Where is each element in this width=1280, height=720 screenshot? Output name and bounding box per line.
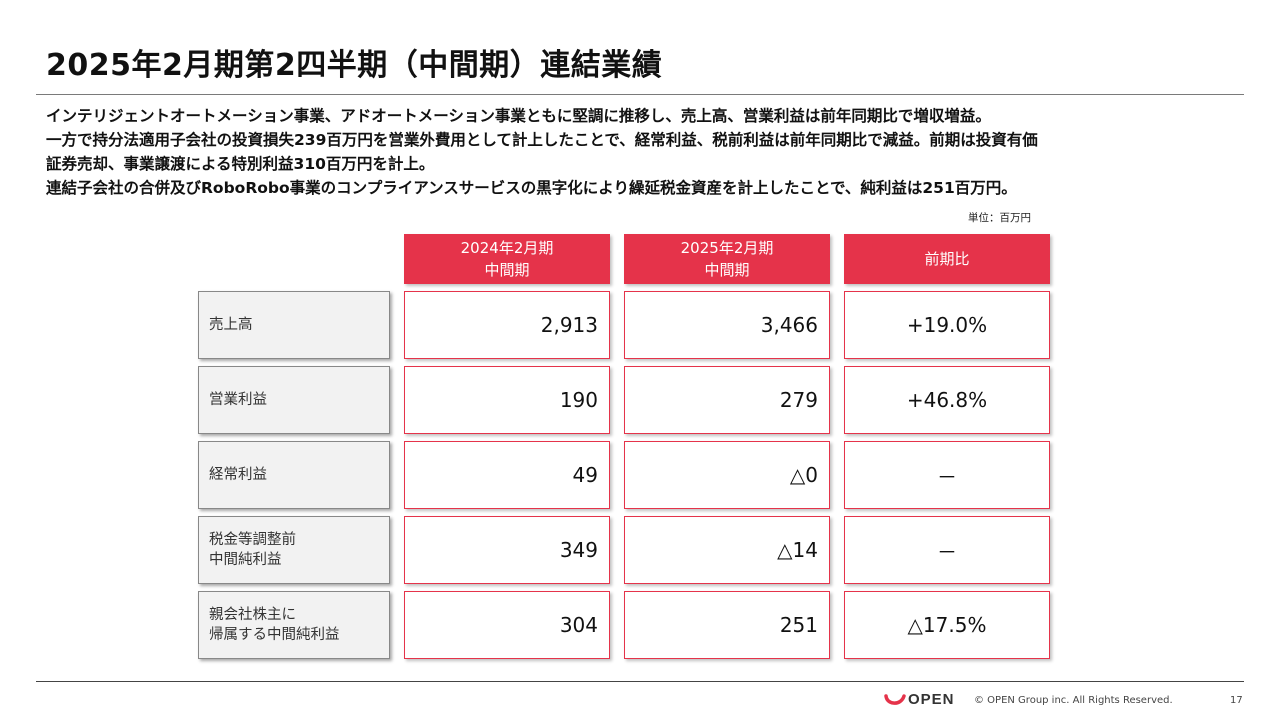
- row-label-text: 営業利益: [209, 392, 267, 408]
- row-label-text: 税金等調整前 中間純利益: [209, 532, 296, 568]
- cell-prev-ordinary-profit: 49: [404, 441, 610, 509]
- cell-prev-operating-profit: 190: [404, 366, 610, 434]
- row-label-net-profit: 親会社株主に 帰属する中間純利益: [198, 591, 390, 659]
- cell-change-pretax-profit: －: [844, 516, 1050, 584]
- cell-prev-pretax-profit: 349: [404, 516, 610, 584]
- cell-prev-sales: 2,913: [404, 291, 610, 359]
- page-title: 2025年2月期第2四半期（中間期）連結業績: [46, 48, 663, 83]
- summary-line: インテリジェントオートメーション事業、アドオートメーション事業ともに堅調に推移し…: [46, 107, 991, 125]
- cell-change-operating-profit: +46.8%: [844, 366, 1050, 434]
- summary-line: 連結子会社の合併及びRoboRobo事業のコンプライアンスサービスの黒字化により…: [46, 179, 1017, 197]
- cell-change-ordinary-profit: －: [844, 441, 1050, 509]
- summary-text: インテリジェントオートメーション事業、アドオートメーション事業ともに堅調に推移し…: [46, 104, 1246, 200]
- row-label-text: 売上高: [209, 317, 253, 333]
- row-label-ordinary-profit: 経常利益: [198, 441, 390, 509]
- title-divider: [36, 94, 1244, 95]
- cell-change-sales: +19.0%: [844, 291, 1050, 359]
- cell-change-net-profit: △17.5%: [844, 591, 1050, 659]
- page-number: 17: [1230, 695, 1243, 706]
- header-prev-period: 2024年2月期 中間期: [404, 234, 610, 284]
- logo-text: OPEN: [908, 691, 955, 708]
- row-label-sales: 売上高: [198, 291, 390, 359]
- cell-curr-pretax-profit: △14: [624, 516, 830, 584]
- company-logo: OPEN: [884, 691, 955, 708]
- summary-line: 一方で持分法適用子会社の投資損失239百万円を営業外費用として計上したことで、経…: [46, 131, 1038, 149]
- unit-note: 単位：百万円: [968, 212, 1031, 224]
- copyright: © OPEN Group inc. All Rights Reserved.: [974, 695, 1173, 706]
- footer-divider: [36, 681, 1244, 682]
- row-label-pretax-profit: 税金等調整前 中間純利益: [198, 516, 390, 584]
- logo-swoosh-icon: [884, 693, 906, 705]
- header-curr-period: 2025年2月期 中間期: [624, 234, 830, 284]
- cell-curr-sales: 3,466: [624, 291, 830, 359]
- summary-line: 証券売却、事業譲渡による特別利益310百万円を計上。: [46, 155, 435, 173]
- cell-curr-ordinary-profit: △0: [624, 441, 830, 509]
- row-label-text: 経常利益: [209, 467, 267, 483]
- row-label-text: 親会社株主に 帰属する中間純利益: [209, 607, 340, 643]
- cell-curr-net-profit: 251: [624, 591, 830, 659]
- row-label-operating-profit: 営業利益: [198, 366, 390, 434]
- header-yoy: 前期比: [844, 234, 1050, 284]
- cell-prev-net-profit: 304: [404, 591, 610, 659]
- cell-curr-operating-profit: 279: [624, 366, 830, 434]
